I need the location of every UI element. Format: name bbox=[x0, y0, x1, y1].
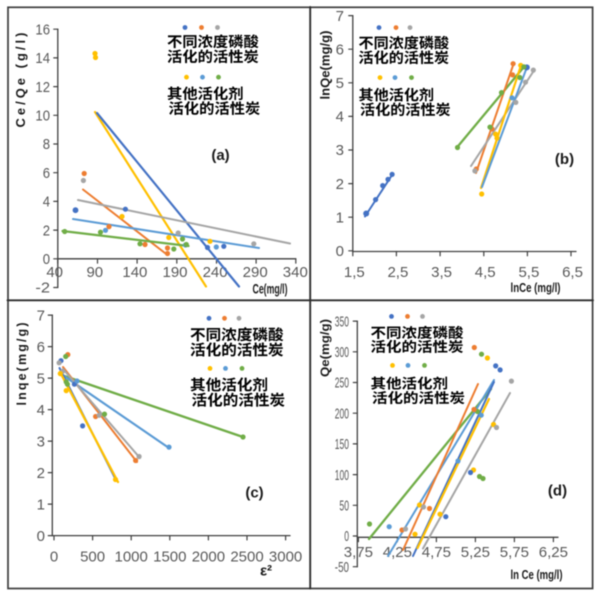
svg-text:3,75: 3,75 bbox=[344, 544, 373, 561]
svg-text:1000: 1000 bbox=[115, 549, 148, 566]
svg-text:4: 4 bbox=[43, 194, 50, 211]
svg-text:1,5: 1,5 bbox=[344, 264, 365, 281]
svg-text:3: 3 bbox=[37, 433, 45, 450]
svg-text:lnQe(mg/g): lnQe(mg/g) bbox=[319, 31, 333, 100]
svg-text:2: 2 bbox=[37, 465, 45, 482]
svg-text:(c): (c) bbox=[245, 485, 263, 502]
svg-text:6: 6 bbox=[336, 41, 344, 58]
svg-text:4: 4 bbox=[336, 109, 344, 126]
svg-text:50: 50 bbox=[339, 498, 349, 515]
svg-text:40: 40 bbox=[46, 264, 63, 281]
svg-text:(d): (d) bbox=[548, 483, 567, 500]
svg-text:6,5: 6,5 bbox=[562, 264, 583, 281]
svg-text:lnCe (mg/l): lnCe (mg/l) bbox=[511, 280, 561, 295]
svg-text:300: 300 bbox=[335, 344, 349, 361]
svg-text:90: 90 bbox=[86, 264, 103, 281]
svg-text:0: 0 bbox=[37, 528, 45, 545]
svg-text:14: 14 bbox=[35, 50, 50, 67]
svg-text:5,5: 5,5 bbox=[518, 264, 539, 281]
svg-text:100: 100 bbox=[335, 467, 349, 484]
svg-text:2: 2 bbox=[43, 222, 50, 239]
svg-text:(a): (a) bbox=[211, 147, 229, 164]
svg-text:240: 240 bbox=[203, 264, 228, 281]
svg-text:7: 7 bbox=[336, 8, 344, 25]
svg-text:2,5: 2,5 bbox=[387, 264, 408, 281]
svg-text:250: 250 bbox=[335, 375, 349, 392]
svg-text:5: 5 bbox=[37, 370, 45, 387]
svg-text:(b): (b) bbox=[555, 151, 574, 168]
svg-text:340: 340 bbox=[283, 264, 308, 281]
svg-text:5,75: 5,75 bbox=[500, 544, 529, 561]
svg-text:-50: -50 bbox=[335, 559, 349, 576]
svg-text:4: 4 bbox=[37, 402, 45, 419]
svg-text:6: 6 bbox=[43, 165, 50, 182]
svg-text:2000: 2000 bbox=[192, 549, 225, 566]
svg-text:0: 0 bbox=[43, 251, 50, 268]
svg-text:7: 7 bbox=[37, 307, 45, 324]
svg-text:2500: 2500 bbox=[230, 549, 263, 566]
svg-text:2: 2 bbox=[336, 176, 344, 193]
svg-text:16: 16 bbox=[35, 21, 50, 38]
svg-text:ε²: ε² bbox=[260, 563, 272, 580]
svg-text:3: 3 bbox=[336, 142, 344, 159]
svg-text:ln Ce (mg/l): ln Ce (mg/l) bbox=[511, 567, 563, 582]
svg-text:0: 0 bbox=[344, 528, 349, 545]
svg-text:8: 8 bbox=[43, 136, 50, 153]
svg-text:290: 290 bbox=[243, 264, 268, 281]
svg-text:lnqe(mg/g): lnqe(mg/g) bbox=[15, 323, 29, 406]
svg-text:12: 12 bbox=[35, 79, 50, 96]
svg-text:0: 0 bbox=[336, 243, 344, 260]
svg-text:140: 140 bbox=[122, 264, 147, 281]
svg-text:6: 6 bbox=[37, 339, 45, 356]
svg-text:4,75: 4,75 bbox=[422, 544, 451, 561]
svg-text:10: 10 bbox=[35, 108, 50, 125]
svg-text:500: 500 bbox=[80, 549, 105, 566]
svg-text:1500: 1500 bbox=[153, 549, 186, 566]
svg-text:3,5: 3,5 bbox=[431, 264, 452, 281]
svg-text:0: 0 bbox=[50, 549, 58, 566]
svg-text:350: 350 bbox=[335, 313, 349, 330]
svg-text:3000: 3000 bbox=[269, 549, 302, 566]
svg-text:4,5: 4,5 bbox=[475, 264, 496, 281]
svg-text:Ce/Qe (g/l): Ce/Qe (g/l) bbox=[13, 33, 28, 128]
svg-text:5,25: 5,25 bbox=[461, 544, 490, 561]
svg-text:5: 5 bbox=[336, 75, 344, 92]
svg-text:6,25: 6,25 bbox=[539, 544, 568, 561]
svg-text:150: 150 bbox=[335, 436, 349, 453]
svg-text:1: 1 bbox=[336, 209, 344, 226]
svg-text:-2: -2 bbox=[35, 280, 50, 297]
svg-text:200: 200 bbox=[335, 405, 349, 422]
svg-text:190: 190 bbox=[162, 264, 187, 281]
svg-text:Ce(mg/l): Ce(mg/l) bbox=[253, 282, 288, 297]
svg-text:4,25: 4,25 bbox=[383, 544, 412, 561]
svg-text:1: 1 bbox=[37, 496, 45, 513]
svg-text:Qe(mg/g): Qe(mg/g) bbox=[320, 319, 332, 377]
